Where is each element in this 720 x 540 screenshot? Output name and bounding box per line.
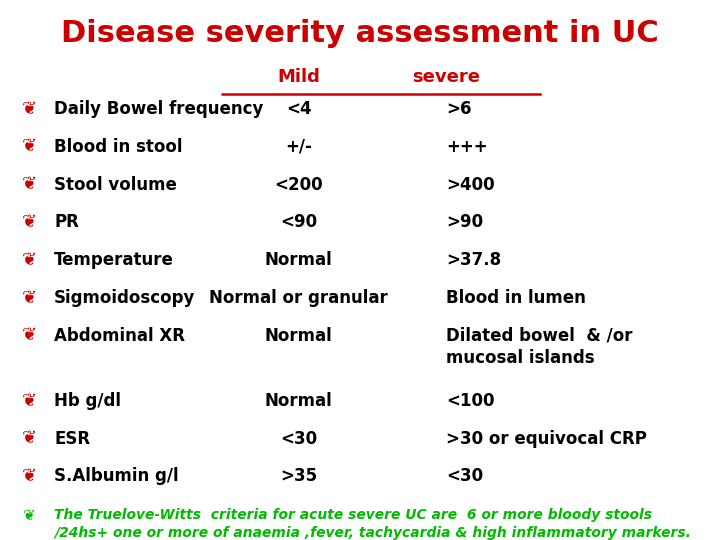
Text: PR: PR [54,213,79,231]
Text: Abdominal XR: Abdominal XR [54,327,185,345]
Text: Normal or granular: Normal or granular [210,289,388,307]
Text: ❦: ❦ [22,138,37,156]
Text: Blood in lumen: Blood in lumen [446,289,586,307]
Text: <30: <30 [280,430,318,448]
Text: >30 or equivocal CRP: >30 or equivocal CRP [446,430,647,448]
Text: ❦: ❦ [22,508,35,523]
Text: >90: >90 [446,213,484,231]
Text: ESR: ESR [54,430,90,448]
Text: severe: severe [413,68,480,85]
Text: Mild: Mild [277,68,320,85]
Text: Daily Bowel frequency: Daily Bowel frequency [54,100,264,118]
Text: ❦: ❦ [22,327,37,345]
Text: >37.8: >37.8 [446,251,502,269]
Text: Stool volume: Stool volume [54,176,177,193]
Text: <90: <90 [280,213,318,231]
Text: +/-: +/- [285,138,312,156]
Text: ❦: ❦ [22,100,37,118]
Text: ❦: ❦ [22,213,37,231]
Text: ❦: ❦ [22,392,37,410]
Text: Dilated bowel  & /or
mucosal islands: Dilated bowel & /or mucosal islands [446,327,633,367]
Text: Disease severity assessment in UC: Disease severity assessment in UC [61,19,659,48]
Text: Hb g/dl: Hb g/dl [54,392,121,410]
Text: Normal: Normal [265,251,333,269]
Text: ❦: ❦ [22,289,37,307]
Text: +++: +++ [446,138,488,156]
Text: ❦: ❦ [22,176,37,193]
Text: S.Albumin g/l: S.Albumin g/l [54,468,179,485]
Text: >35: >35 [280,468,318,485]
Text: Temperature: Temperature [54,251,174,269]
Text: >6: >6 [446,100,472,118]
Text: >400: >400 [446,176,495,193]
Text: Sigmoidoscopy: Sigmoidoscopy [54,289,195,307]
Text: ❦: ❦ [22,468,37,485]
Text: <30: <30 [446,468,484,485]
Text: ❦: ❦ [22,430,37,448]
Text: ❦: ❦ [22,251,37,269]
Text: <200: <200 [274,176,323,193]
Text: The Truelove-Witts  criteria for acute severe UC are  6 or more bloody stools
/2: The Truelove-Witts criteria for acute se… [54,508,691,539]
Text: <4: <4 [286,100,312,118]
Text: Normal: Normal [265,392,333,410]
Text: Normal: Normal [265,327,333,345]
Text: Blood in stool: Blood in stool [54,138,182,156]
Text: <100: <100 [446,392,495,410]
